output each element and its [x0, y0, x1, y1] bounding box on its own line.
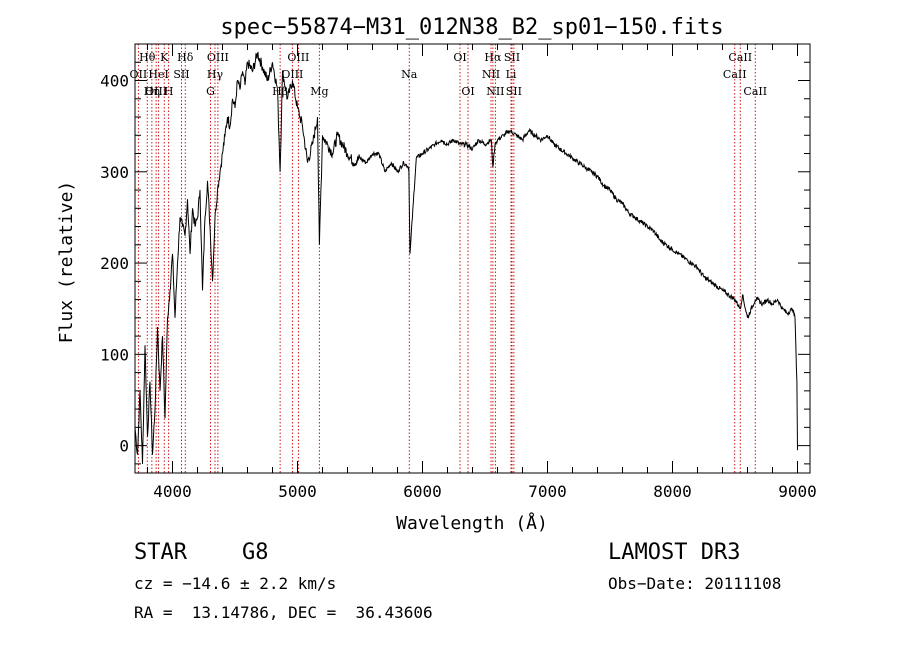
line-label: NII — [482, 68, 500, 81]
y-axis-label: Flux (relative) — [56, 181, 77, 344]
line-label: CaII — [728, 51, 752, 64]
redshift-cz: cz = −14.6 ± 2.2 km/s — [134, 574, 337, 593]
line-label: K — [160, 51, 169, 64]
chart-title: spec−55874−M31_012N38_B2_sp01−150.fits — [220, 15, 723, 40]
line-label: OIII — [145, 85, 167, 98]
y-tick-label: 0 — [119, 437, 129, 456]
line-label: Mg — [310, 85, 328, 98]
x-tick-label: 5000 — [278, 482, 317, 501]
line-label: OII — [130, 68, 148, 81]
y-tick-label: 400 — [100, 72, 129, 91]
x-tick-label: 6000 — [403, 482, 442, 501]
line-label: Hδ — [177, 51, 194, 64]
x-tick-label: 8000 — [653, 482, 692, 501]
spectrum-line — [134, 51, 798, 464]
line-label: OIII — [281, 68, 303, 81]
line-label: Hη — [144, 85, 160, 98]
line-label: Hθ — [139, 51, 156, 64]
line-label: OI — [453, 51, 466, 64]
line-label: NII — [486, 85, 504, 98]
line-label: H — [164, 85, 174, 98]
coordinates: RA = 13.14786, DEC = 36.43606 — [134, 603, 433, 622]
line-label: CaII — [743, 85, 767, 98]
y-tick-label: 100 — [100, 345, 129, 364]
survey-name: LAMOST DR3 — [608, 540, 741, 565]
line-label: HeI — [148, 68, 168, 81]
plot-frame — [134, 43, 811, 474]
line-label: SII — [504, 51, 520, 64]
x-tick-label: 9000 — [778, 482, 817, 501]
x-tick-label: 7000 — [528, 482, 567, 501]
line-label: OI — [461, 85, 474, 98]
line-label: OIII — [287, 51, 309, 64]
x-axis-label: Wavelength (Å) — [396, 512, 548, 534]
line-label: Li — [506, 68, 517, 81]
spectrum-series — [134, 51, 798, 464]
line-label: CaII — [723, 68, 747, 81]
line-label: Hβ — [272, 85, 288, 98]
line-label: Hγ — [207, 68, 224, 81]
line-label: OIII — [207, 51, 229, 64]
line-label: SII — [173, 68, 189, 81]
line-label: Na — [401, 68, 418, 81]
y-tick-label: 300 — [100, 163, 129, 182]
object-class: STAR — [134, 540, 187, 565]
x-tick-label: 4000 — [153, 482, 192, 501]
y-tick-label: 200 — [100, 254, 129, 273]
observation-date: Obs−Date: 20111108 — [608, 574, 782, 593]
axes: 4000 5000 6000 7000 8000 9000 0 100 200 300 400 — [100, 43, 817, 501]
line-label: G — [206, 85, 215, 98]
object-subclass: G8 — [242, 540, 269, 565]
line-label: SII — [506, 85, 522, 98]
line-label: Hα — [484, 51, 502, 64]
